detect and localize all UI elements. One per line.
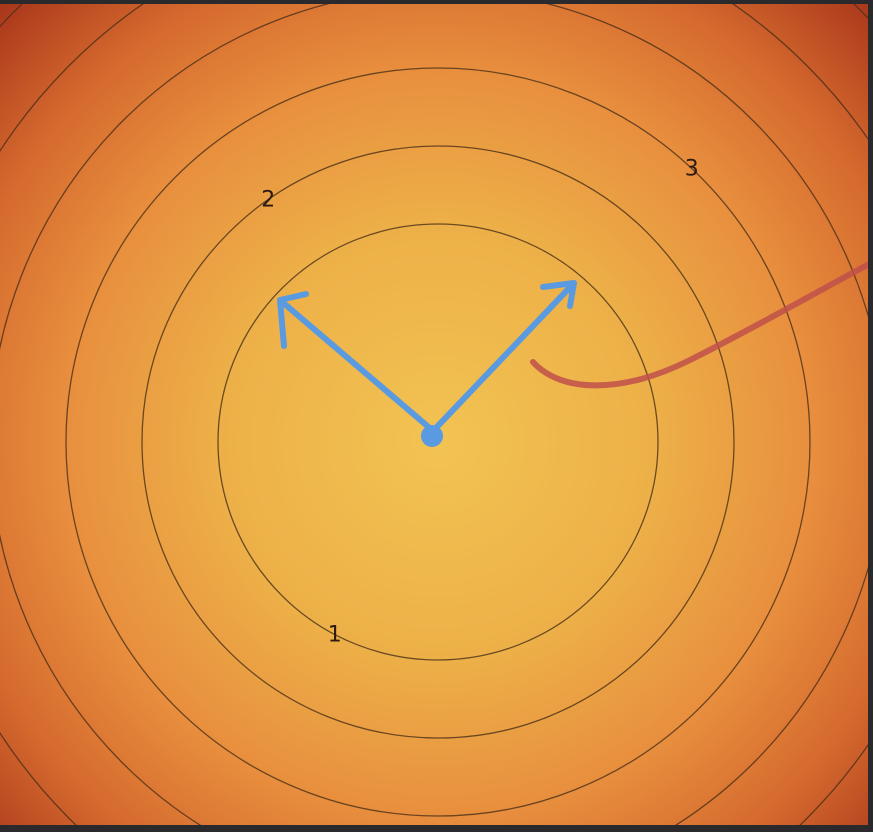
- arrow-right: [431, 280, 577, 433]
- contour-label-3: 3: [685, 156, 699, 181]
- contour-label-2: 2: [261, 188, 275, 213]
- plot-area: [0, 4, 868, 825]
- contour-label-1: 1: [328, 622, 342, 647]
- contour-line-1: [217, 223, 659, 661]
- center-point: [421, 425, 443, 447]
- trail-stroke: [530, 261, 868, 389]
- arrow-left: [277, 291, 435, 433]
- contour-line-2: [141, 145, 735, 739]
- contour-line-3: [65, 67, 811, 817]
